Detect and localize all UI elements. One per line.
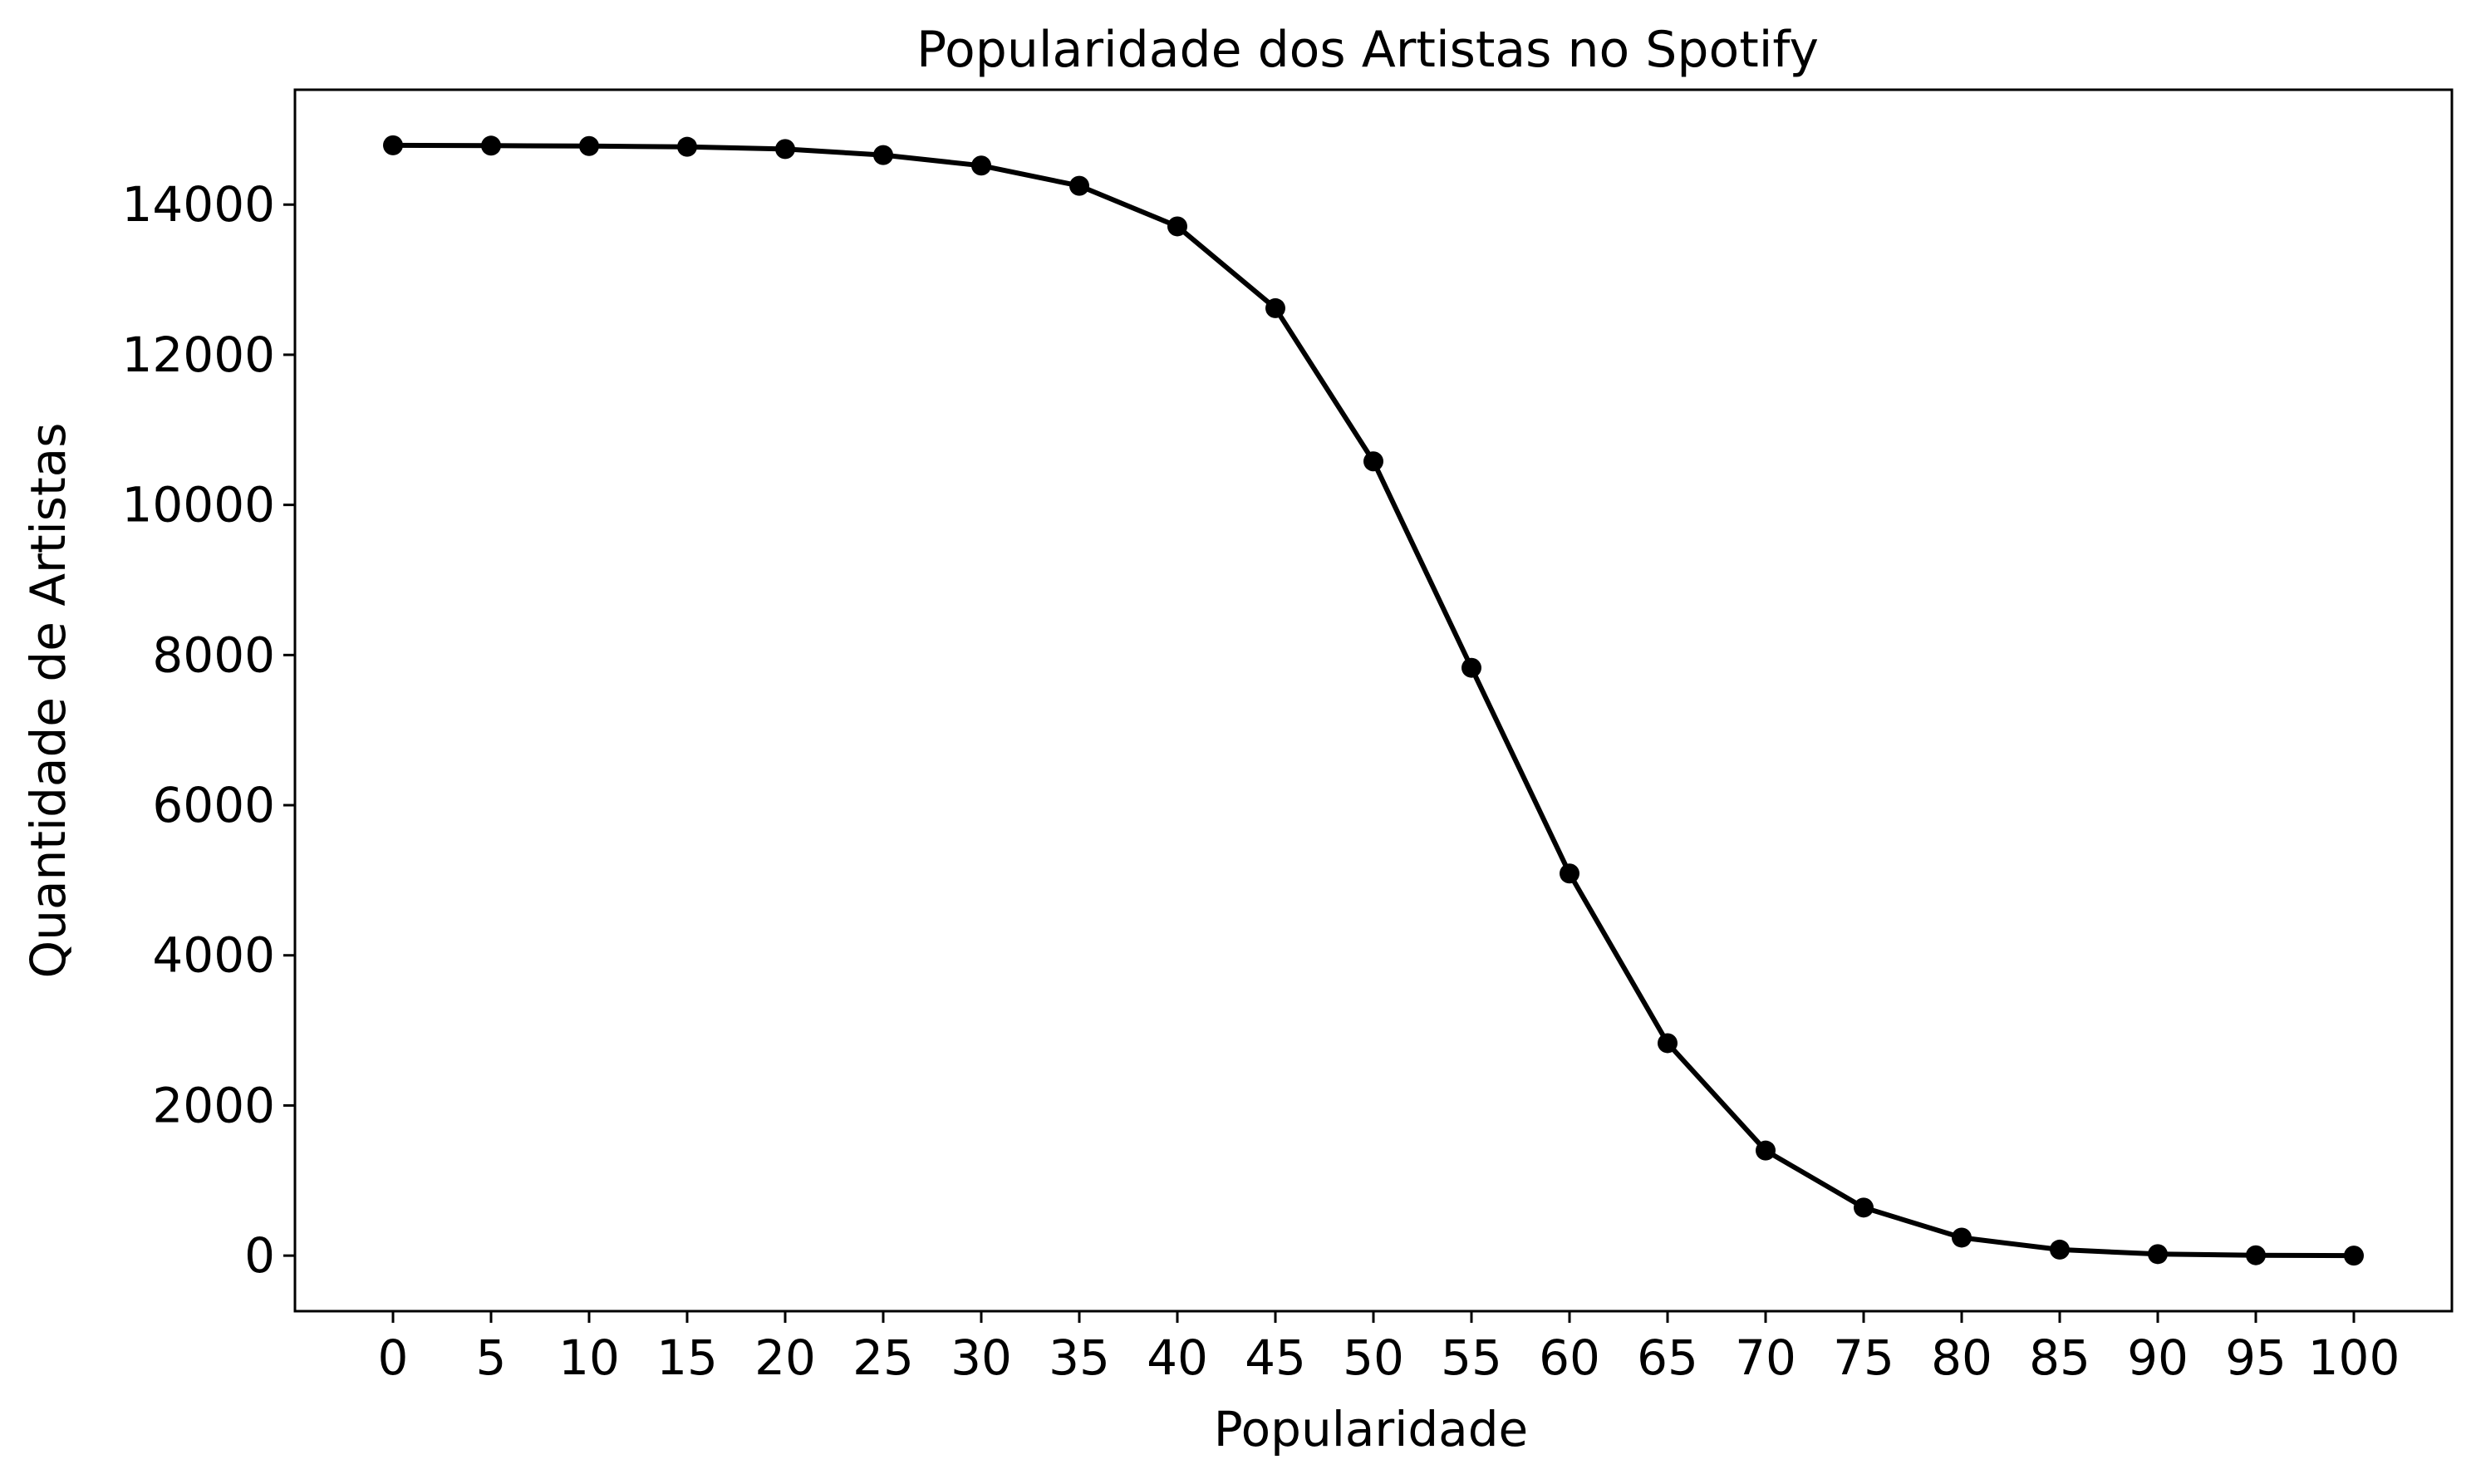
data-point xyxy=(2148,1244,2168,1265)
x-axis-ticks: 0 5 10 15 20 25 30 35 40 45 50 55 60 65 70 75 80 85 90 95 10… xyxy=(378,1311,2400,1386)
data-point xyxy=(1363,451,1383,472)
data-point xyxy=(579,135,599,156)
x-tick-label: 55 xyxy=(1441,1329,1502,1386)
y-tick-label: 14000 xyxy=(121,176,275,233)
x-tick-label: 35 xyxy=(1049,1329,1110,1386)
y-tick-label: 10000 xyxy=(121,477,275,533)
x-axis-label: Popularidade xyxy=(1214,1401,1528,1457)
data-point xyxy=(775,139,795,160)
x-tick-label: 15 xyxy=(656,1329,718,1386)
series-markers xyxy=(383,135,2364,1266)
data-point xyxy=(1167,216,1187,237)
x-tick-label: 10 xyxy=(558,1329,620,1386)
data-point xyxy=(1560,863,1579,884)
x-tick-label: 50 xyxy=(1343,1329,1404,1386)
x-tick-label: 40 xyxy=(1147,1329,1208,1386)
x-tick-label: 25 xyxy=(852,1329,914,1386)
x-tick-label: 60 xyxy=(1539,1329,1600,1386)
x-tick-label: 5 xyxy=(476,1329,507,1386)
y-axis-label: Quantidade de Artistas xyxy=(20,423,76,979)
y-tick-label: 0 xyxy=(244,1227,275,1284)
y-tick-label: 4000 xyxy=(152,927,275,984)
x-tick-label: 100 xyxy=(2308,1329,2400,1386)
data-point xyxy=(1461,657,1481,678)
x-tick-label: 75 xyxy=(1833,1329,1894,1386)
y-tick-label: 2000 xyxy=(152,1077,275,1133)
y-tick-label: 6000 xyxy=(152,777,275,833)
chart-title: Popularidade dos Artistas no Spotify xyxy=(916,21,1819,79)
data-point xyxy=(677,136,697,157)
x-tick-label: 45 xyxy=(1245,1329,1306,1386)
data-point xyxy=(1854,1197,1874,1218)
y-tick-label: 8000 xyxy=(152,627,275,683)
x-tick-label: 85 xyxy=(2029,1329,2090,1386)
data-point xyxy=(2050,1239,2070,1260)
data-point xyxy=(1952,1227,1972,1248)
data-point xyxy=(1658,1033,1678,1054)
x-tick-label: 80 xyxy=(1931,1329,1992,1386)
data-point xyxy=(481,135,501,156)
data-point xyxy=(1069,175,1089,196)
x-tick-label: 0 xyxy=(378,1329,409,1386)
data-point xyxy=(1756,1140,1776,1161)
x-tick-label: 95 xyxy=(2225,1329,2287,1386)
data-point xyxy=(873,145,893,165)
x-tick-label: 65 xyxy=(1637,1329,1698,1386)
data-point xyxy=(1265,297,1285,318)
y-tick-label: 12000 xyxy=(121,327,275,383)
x-tick-label: 70 xyxy=(1735,1329,1796,1386)
x-tick-label: 90 xyxy=(2127,1329,2189,1386)
data-point xyxy=(383,135,403,155)
x-tick-label: 20 xyxy=(754,1329,816,1386)
data-point xyxy=(971,155,991,176)
y-axis-ticks: 0 2000 4000 6000 8000 10000 12000 14000 xyxy=(121,176,295,1284)
x-tick-label: 30 xyxy=(951,1329,1012,1386)
data-point xyxy=(2344,1246,2364,1266)
data-point xyxy=(2246,1245,2266,1265)
